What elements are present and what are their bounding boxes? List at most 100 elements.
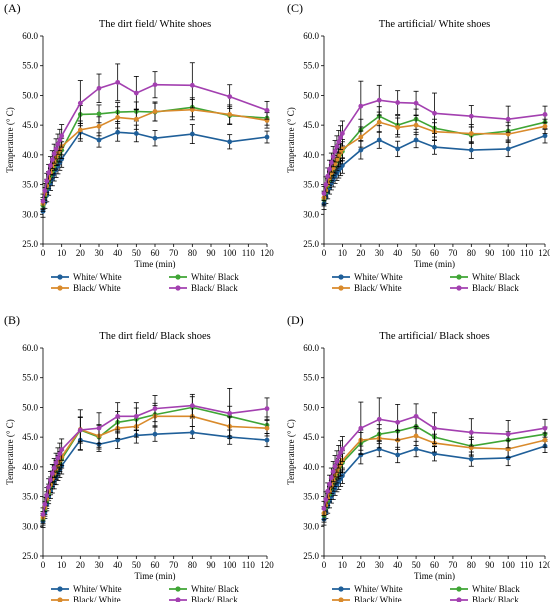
data-point	[55, 141, 61, 147]
data-point	[77, 427, 83, 433]
legend-entry: Black/ Black	[191, 283, 238, 293]
series	[40, 122, 270, 218]
data-point	[358, 134, 364, 140]
data-point	[328, 475, 334, 480]
x-axis-label: Time (min)	[135, 259, 176, 269]
chart-panel: (A) The dirt field/ White shoes 25.0 30.0 35…	[4, 1, 274, 293]
data-point	[115, 129, 121, 135]
x-tick-label: 20	[356, 248, 366, 258]
legend-entry: Black/ Black	[472, 595, 519, 602]
data-point	[49, 470, 55, 476]
legend-entry: White/ White	[354, 584, 403, 594]
data-point	[96, 425, 102, 431]
x-tick-label: 110	[242, 248, 256, 258]
x-tick-label: 30	[95, 560, 105, 570]
data-point	[505, 131, 511, 137]
data-point	[432, 425, 437, 431]
data-point	[413, 137, 419, 143]
data-point	[334, 144, 340, 149]
chart-title: The dirt field/ White shoes	[99, 19, 211, 30]
x-tick-label: 120	[260, 248, 274, 258]
y-tick-label: 40.0	[303, 462, 319, 472]
x-tick-label: 110	[242, 560, 256, 570]
y-axis-label: Temperature (° C)	[286, 107, 296, 172]
y-tick-label: 30.0	[303, 521, 319, 531]
series	[321, 397, 548, 516]
legend-swatch-marker	[338, 274, 344, 280]
x-tick-label: 90	[485, 248, 495, 258]
data-point	[152, 109, 158, 114]
data-point	[321, 506, 327, 511]
data-point	[332, 148, 338, 154]
y-tick-label: 30.0	[303, 209, 319, 219]
data-point	[395, 100, 401, 105]
data-point	[115, 437, 121, 443]
x-tick-label: 70	[169, 248, 179, 258]
x-tick-label: 0	[322, 248, 327, 258]
x-tick-label: 90	[485, 560, 495, 570]
data-point	[264, 107, 270, 113]
data-point	[340, 446, 345, 452]
x-tick-label: 60	[151, 560, 161, 570]
legend-entry: Black/ Black	[191, 595, 238, 602]
x-tick-label: 60	[430, 248, 440, 258]
data-point	[189, 403, 195, 409]
panel-label: (D)	[287, 313, 304, 327]
y-tick-label: 55.0	[303, 373, 319, 383]
x-axis-label: Time (min)	[414, 259, 455, 269]
x-tick-label: 70	[448, 560, 458, 570]
legend-entry: White/ White	[73, 584, 122, 594]
legend-entry: White/ White	[354, 272, 403, 282]
x-tick-label: 10	[338, 560, 348, 570]
data-point	[413, 100, 419, 106]
data-point	[505, 116, 511, 122]
x-tick-label: 70	[448, 248, 458, 258]
x-tick-label: 0	[41, 248, 46, 258]
data-point	[432, 144, 437, 150]
data-point	[53, 460, 59, 466]
data-point	[55, 455, 61, 461]
data-point	[323, 497, 329, 502]
y-tick-label: 55.0	[303, 61, 319, 71]
x-tick-label: 80	[188, 248, 198, 258]
data-point	[542, 112, 548, 117]
legend-swatch-marker	[456, 586, 462, 592]
data-point	[542, 437, 548, 443]
data-point	[413, 122, 419, 128]
data-point	[44, 178, 50, 184]
series	[321, 80, 548, 202]
y-tick-label: 35.0	[22, 492, 38, 502]
data-point	[77, 127, 83, 133]
data-point	[338, 150, 343, 155]
x-tick-label: 60	[151, 248, 161, 258]
legend-entry: Black/ Black	[472, 283, 519, 293]
data-point	[332, 161, 338, 167]
data-point	[325, 488, 331, 494]
x-tick-label: 100	[501, 560, 515, 570]
y-axis-label: Temperature (° C)	[5, 419, 15, 484]
data-point	[334, 157, 340, 163]
data-point	[189, 107, 195, 113]
data-point	[395, 125, 401, 130]
x-tick-label: 0	[41, 560, 46, 570]
legend-entry: White/ Black	[191, 584, 239, 594]
data-point	[133, 413, 139, 419]
x-tick-label: 100	[223, 248, 237, 258]
data-point	[340, 146, 345, 152]
data-point	[46, 484, 51, 490]
x-tick-label: 40	[113, 248, 123, 258]
data-point	[115, 413, 121, 419]
y-tick-label: 25.0	[303, 239, 319, 249]
data-point	[323, 182, 329, 187]
data-point	[328, 160, 334, 165]
data-point	[42, 188, 48, 193]
y-tick-label: 25.0	[22, 239, 38, 249]
legend-entry: Black/ White	[73, 595, 121, 602]
data-point	[505, 146, 511, 152]
x-tick-label: 100	[223, 560, 237, 570]
data-point	[336, 454, 342, 460]
legend-entry: White/ Black	[472, 584, 520, 594]
x-tick-label: 50	[132, 560, 142, 570]
data-point	[376, 416, 382, 422]
data-point	[542, 133, 548, 139]
